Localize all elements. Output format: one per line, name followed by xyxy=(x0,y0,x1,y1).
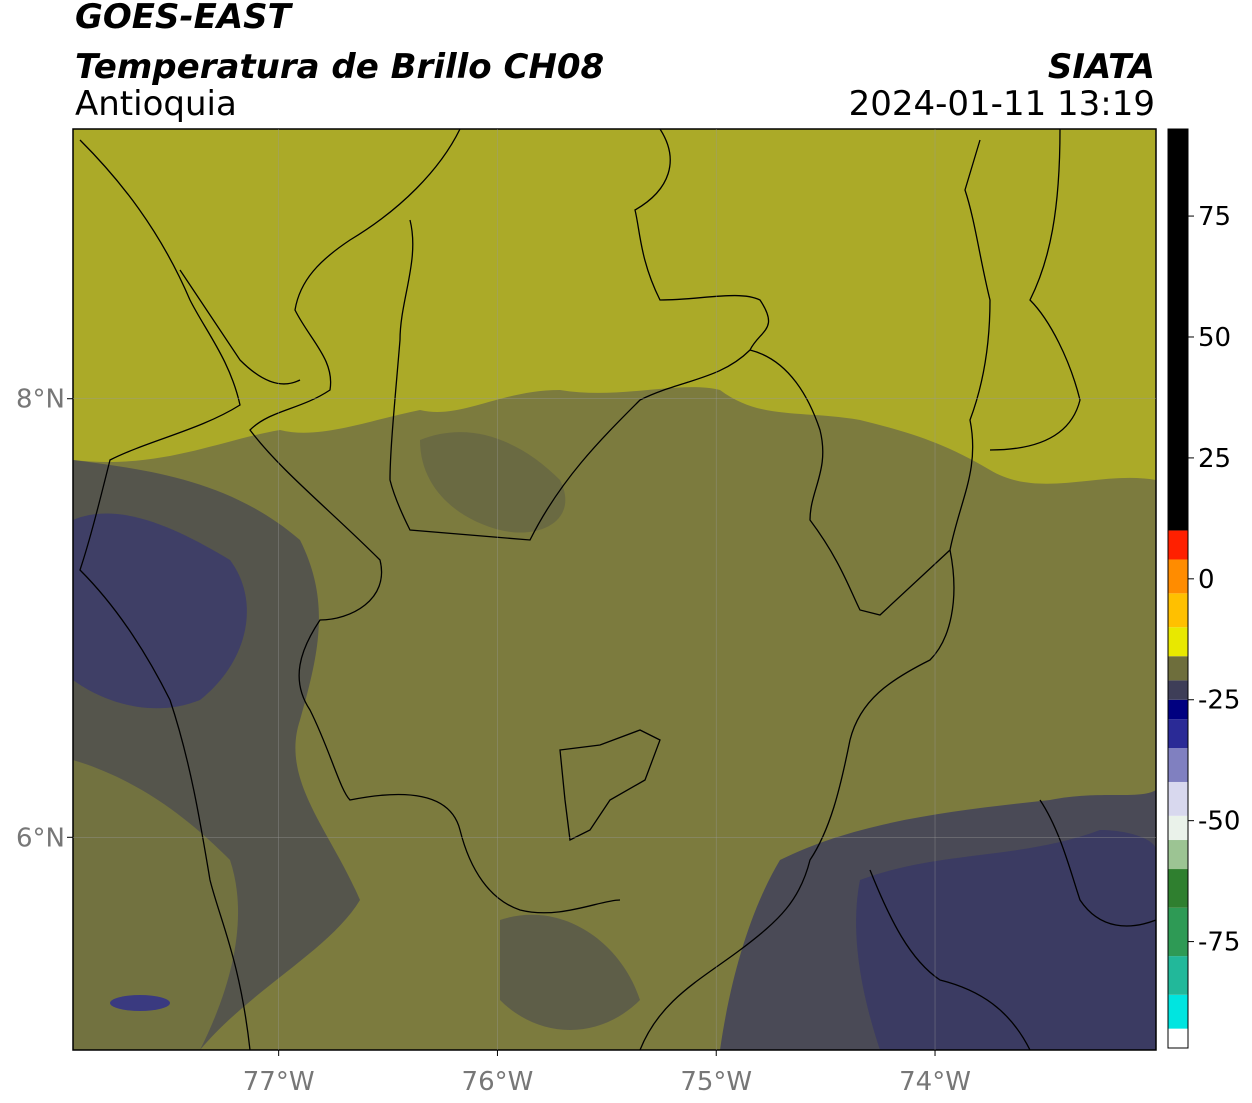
map-raster xyxy=(73,129,1156,1050)
colorbar-tick-label: 75 xyxy=(1198,202,1231,232)
colorbar-segment xyxy=(1168,680,1188,700)
colorbar-frame xyxy=(1167,128,1189,1049)
colorbar-segment xyxy=(1168,840,1188,870)
timestamp: 2024-01-11 13:19 xyxy=(849,84,1155,124)
colorbar-segment xyxy=(1168,994,1188,1029)
colorbar-segment xyxy=(1168,781,1188,816)
source: SIATA xyxy=(1048,47,1155,87)
x-tick-label: 75°W xyxy=(680,1067,752,1097)
colorbar-segment xyxy=(1168,699,1188,720)
colorbar-segment xyxy=(1168,815,1188,841)
map-frame xyxy=(72,128,1157,1051)
colorbar-tick-label: -50 xyxy=(1198,807,1240,837)
colorbar-segment xyxy=(1168,593,1188,628)
colorbar-segment xyxy=(1168,907,1188,957)
subtitle: Temperatura de Brillo CH08 xyxy=(75,47,604,87)
colorbar-segment xyxy=(1168,627,1188,657)
colorbar-segment xyxy=(1168,530,1188,560)
colorbar-tick-label: 50 xyxy=(1198,323,1231,353)
colorbar-segment xyxy=(1168,869,1188,908)
colorbar-segment xyxy=(1168,656,1188,681)
colorbar-tick-label: 25 xyxy=(1198,444,1231,474)
title: GOES-EAST xyxy=(75,0,294,37)
colorbar-segment xyxy=(1168,748,1188,782)
colorbar-tick-label: 0 xyxy=(1198,565,1215,595)
colorbar-tick-label: -25 xyxy=(1198,686,1240,716)
colorbar-segment xyxy=(1168,719,1188,749)
colorbar-segment xyxy=(1168,1028,1188,1048)
x-tick-label: 74°W xyxy=(899,1067,971,1097)
y-tick-label: 6°N xyxy=(16,823,65,853)
y-tick-label: 8°N xyxy=(16,385,65,415)
borders xyxy=(79,129,1156,1050)
colorbar-segment xyxy=(1168,559,1188,594)
colorbar-segment xyxy=(1168,129,1188,531)
colorbar-tick-label: -75 xyxy=(1198,928,1240,958)
x-tick-label: 76°W xyxy=(462,1067,534,1097)
colorbar-segment xyxy=(1168,956,1188,995)
x-tick-label: 77°W xyxy=(243,1067,315,1097)
region: Antioquia xyxy=(75,84,237,124)
